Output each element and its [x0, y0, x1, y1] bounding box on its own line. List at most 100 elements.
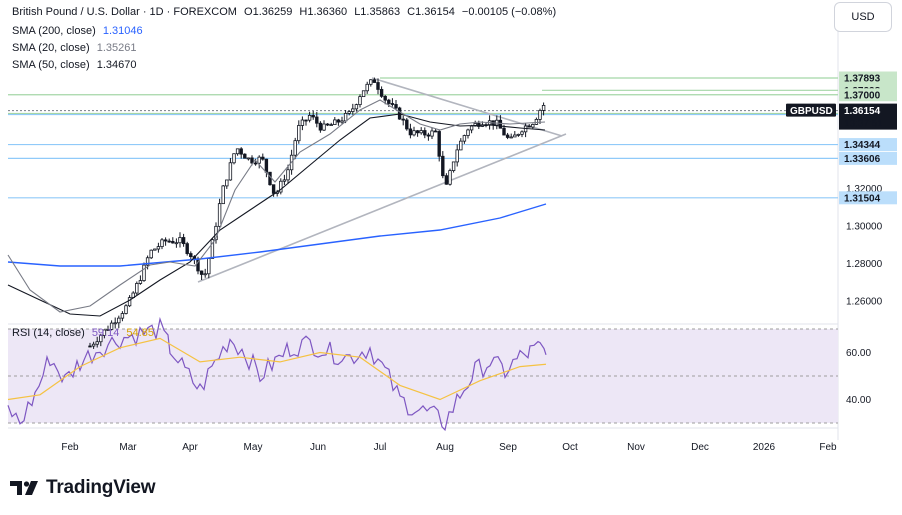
price-tag[interactable]: 1.32000 [846, 184, 883, 195]
time-tick-label: Nov [627, 442, 645, 453]
candle [423, 127, 427, 139]
price-tag[interactable]: 1.31504 [839, 191, 897, 205]
time-tick-label: Feb [819, 442, 837, 453]
candle [124, 304, 128, 315]
candle [221, 184, 225, 205]
currency-button[interactable]: USD [834, 2, 892, 32]
time-tick-label: Oct [562, 442, 578, 453]
time-tick-label: Jun [310, 442, 326, 453]
support-trendline[interactable] [197, 133, 567, 283]
sma50-line[interactable] [7, 113, 546, 317]
svg-text:GBPUSD: GBPUSD [790, 106, 833, 117]
candle [419, 127, 423, 135]
candle [246, 157, 251, 161]
candle [401, 115, 405, 126]
candle [376, 78, 380, 95]
candle [513, 131, 517, 138]
price-tag[interactable]: 1.37000 [839, 88, 897, 102]
rsi-tick-label: 60.00 [846, 348, 871, 359]
candle [304, 119, 308, 126]
rsi-line[interactable] [7, 316, 547, 432]
candle [117, 315, 121, 329]
price-tag[interactable]: 1.37893 [839, 71, 897, 85]
candle [365, 81, 369, 94]
indicator-sma50[interactable]: SMA (50, close) 1.34670 [12, 59, 140, 71]
candle [509, 133, 513, 139]
symbol-header: British Pound / U.S. Dollar · 1D · FOREX… [12, 6, 560, 18]
candle [441, 151, 445, 179]
svg-text:1.34344: 1.34344 [844, 140, 881, 151]
candle [174, 238, 179, 248]
candle [286, 164, 290, 184]
indicator-label: SMA (200, close) [12, 25, 96, 37]
candle [347, 110, 351, 116]
low-value: L1.35863 [354, 6, 401, 18]
candle [459, 138, 463, 151]
candle [329, 122, 333, 126]
rsi-tick-label: 40.00 [846, 395, 871, 406]
candle [171, 237, 175, 244]
time-tick-label: 2026 [753, 442, 776, 453]
time-tick-label: Sep [499, 442, 517, 453]
candle [113, 317, 117, 329]
candle [239, 147, 243, 159]
change-value: −0.00105 (−0.08%) [461, 6, 557, 18]
symbol-price-tag[interactable]: GBPUSD 1.36154 13:37:51 [786, 103, 897, 130]
candle [390, 98, 395, 107]
candle [106, 325, 110, 331]
candle [520, 130, 524, 138]
candle [135, 281, 139, 295]
indicator-label: SMA (20, close) [12, 42, 90, 54]
rsi-ma-line[interactable] [7, 337, 547, 401]
candle [336, 118, 341, 126]
time-tick-label: Mar [119, 442, 137, 453]
price-tag[interactable]: 1.33606 [839, 151, 897, 165]
candle [160, 238, 164, 250]
candle [127, 295, 132, 308]
time-tick-label: May [244, 442, 263, 453]
candle [203, 268, 207, 278]
candle [102, 329, 107, 339]
candle [109, 320, 114, 331]
candle [455, 144, 459, 167]
candle [437, 129, 441, 162]
candle [325, 123, 330, 127]
symbol-title: British Pound / U.S. Dollar · 1D · FOREX… [12, 6, 237, 18]
candle [181, 233, 186, 247]
candle [138, 275, 143, 285]
candle [466, 128, 470, 139]
candle [426, 132, 431, 141]
time-tick-label: Apr [182, 442, 198, 453]
svg-text:13:37:51: 13:37:51 [844, 119, 883, 130]
candle [257, 155, 261, 169]
candle [199, 270, 204, 281]
candle [178, 232, 182, 248]
rsi-ma-value: 54.85 [126, 327, 154, 339]
candle [516, 133, 521, 137]
candle [541, 102, 546, 116]
price-tag[interactable]: 1.34344 [839, 138, 897, 152]
candle [297, 120, 301, 144]
candle [243, 153, 247, 159]
svg-text:1.32000: 1.32000 [846, 184, 883, 195]
open-value: O1.36259 [244, 6, 293, 18]
sma20-line[interactable] [7, 99, 546, 313]
rsi-header[interactable]: RSI (14, close) 59.14 54.85 [12, 327, 158, 339]
candle [149, 249, 153, 260]
indicator-sma20[interactable]: SMA (20, close) 1.35261 [12, 42, 140, 54]
indicator-sma200[interactable]: SMA (200, close) 1.31046 [12, 25, 147, 37]
indicator-value: 1.31046 [102, 25, 143, 37]
time-tick-label: Aug [436, 442, 454, 453]
svg-text:1.36154: 1.36154 [844, 106, 881, 117]
tradingview-logo-icon [10, 481, 38, 495]
candle [300, 116, 305, 131]
candle [462, 134, 467, 144]
price-tick-label: 1.26000 [846, 297, 883, 308]
rsi-value: 59.14 [91, 327, 120, 339]
time-tick-label: Jul [374, 442, 387, 453]
candle [379, 86, 384, 98]
sma200-line[interactable] [7, 203, 547, 267]
candle [527, 124, 531, 128]
candle [333, 117, 337, 125]
